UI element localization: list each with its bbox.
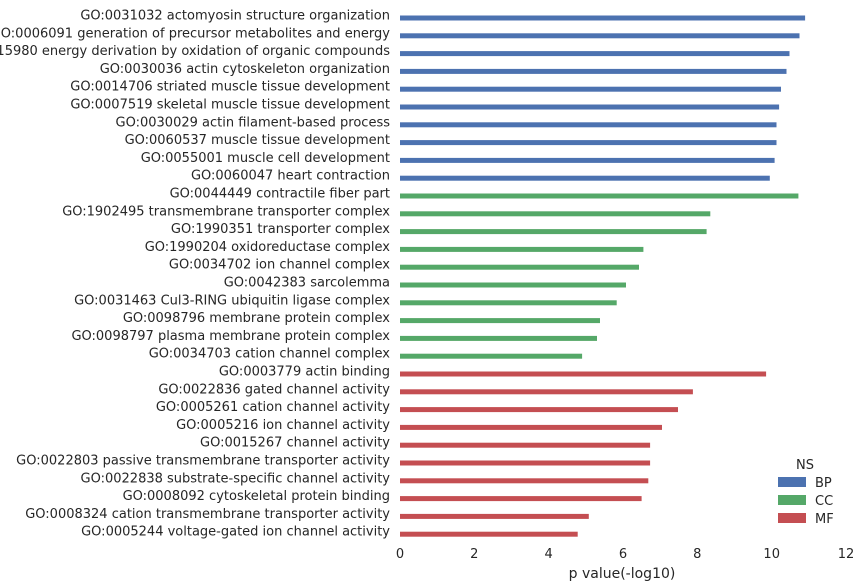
category-label: GO:0030036 actin cytoskeleton organizati… — [100, 62, 390, 77]
bar-mf — [400, 478, 649, 484]
bar-bp — [400, 122, 777, 128]
category-label: GO:1902495 transmembrane transporter com… — [62, 204, 390, 219]
x-tick-label: 8 — [693, 547, 701, 562]
category-label: GO:0098797 plasma membrane protein compl… — [71, 329, 390, 344]
category-label: GO:0060047 heart contraction — [191, 169, 390, 184]
bar-bp — [400, 15, 806, 21]
bar-cc — [400, 264, 639, 270]
bar-mf — [400, 513, 589, 519]
category-label: GO:0005216 ion channel activity — [176, 418, 390, 433]
bar-mf — [400, 424, 662, 430]
category-label: GO:0031463 Cul3-RING ubiquitin ligase co… — [74, 293, 390, 308]
legend: NS BP CC MF — [778, 458, 834, 527]
category-label: GO:0034702 ion channel complex — [169, 258, 390, 273]
bar-cc — [400, 318, 600, 324]
category-label: GO:0014706 striated muscle tissue develo… — [70, 80, 390, 95]
bar-bp — [400, 104, 780, 110]
category-label: GO:0015267 channel activity — [200, 436, 390, 451]
category-label: GO:0006091 generation of precursor metab… — [0, 26, 390, 41]
category-label: GO:0022836 gated channel activity — [158, 382, 390, 397]
bar-mf — [400, 389, 693, 395]
x-tick-label: 12 — [838, 547, 855, 562]
bar-mf — [400, 442, 651, 448]
category-label: GO:1990351 transporter complex — [171, 222, 390, 237]
x-tick-label: 4 — [545, 547, 553, 562]
bar-bp — [400, 68, 787, 74]
bars-layer — [400, 15, 806, 537]
category-label: GO:0003779 actin binding — [219, 365, 390, 380]
bar-bp — [400, 140, 777, 146]
bar-mf — [400, 496, 642, 502]
legend-items: BP CC MF — [778, 476, 834, 527]
category-label: GO:0055001 muscle cell development — [141, 151, 390, 166]
legend-swatch-cc — [778, 495, 806, 505]
category-label: GO:0008092 cytoskeletal protein binding — [123, 489, 390, 504]
bar-cc — [400, 282, 626, 288]
bar-cc — [400, 300, 617, 306]
x-tick-label: 6 — [619, 547, 627, 562]
bar-cc — [400, 193, 799, 199]
category-label: GO:0005244 voltage-gated ion channel act… — [81, 525, 390, 540]
legend-title: NS — [796, 458, 814, 473]
category-label: GO:0007519 skeletal muscle tissue develo… — [70, 98, 390, 113]
bar-cc — [400, 335, 597, 341]
category-label: GO:0034703 cation channel complex — [149, 347, 391, 362]
x-axis-ticks: 0 2 4 6 8 10 12 — [396, 547, 854, 562]
bar-mf — [400, 407, 678, 413]
category-label: GO:0031032 actomyosin structure organiza… — [80, 9, 390, 24]
bar-cc — [400, 246, 644, 252]
legend-label-mf: MF — [815, 512, 834, 527]
category-label: GO:1990204 oxidoreductase complex — [145, 240, 391, 255]
bar-mf — [400, 531, 578, 537]
bar-cc — [400, 211, 711, 217]
legend-swatch-bp — [778, 477, 806, 487]
category-label: GO:0044449 contractile fiber part — [170, 187, 390, 202]
bar-mf — [400, 460, 651, 466]
bar-bp — [400, 51, 790, 57]
legend-label-cc: CC — [815, 494, 833, 509]
x-axis-title: p value(-log10) — [569, 566, 676, 582]
category-label: GO:0015980 energy derivation by oxidatio… — [0, 44, 390, 59]
category-label: GO:0022838 substrate-specific channel ac… — [81, 471, 391, 486]
x-tick-label: 2 — [470, 547, 478, 562]
category-label: GO:0005261 cation channel activity — [156, 400, 390, 415]
bar-bp — [400, 157, 775, 163]
x-tick-label: 0 — [396, 547, 404, 562]
bar-bp — [400, 86, 781, 92]
bar-cc — [400, 353, 583, 359]
category-label: GO:0042383 sarcolemma — [224, 276, 390, 291]
bar-cc — [400, 229, 707, 235]
x-tick-label: 10 — [763, 547, 780, 562]
category-label: GO:0098796 membrane protein complex — [123, 311, 390, 326]
category-label: GO:0022803 passive transmembrane transpo… — [16, 454, 390, 469]
bar-bp — [400, 33, 800, 39]
category-label: GO:0060537 muscle tissue development — [125, 133, 390, 148]
bar-mf — [400, 371, 767, 377]
legend-swatch-mf — [778, 513, 806, 523]
category-label: GO:0030029 actin filament-based process — [116, 115, 391, 130]
category-labels: GO:0031032 actomyosin structure organiza… — [0, 9, 390, 540]
legend-label-bp: BP — [815, 476, 832, 491]
category-label: GO:0008324 cation transmembrane transpor… — [25, 507, 390, 522]
bar-bp — [400, 175, 770, 181]
